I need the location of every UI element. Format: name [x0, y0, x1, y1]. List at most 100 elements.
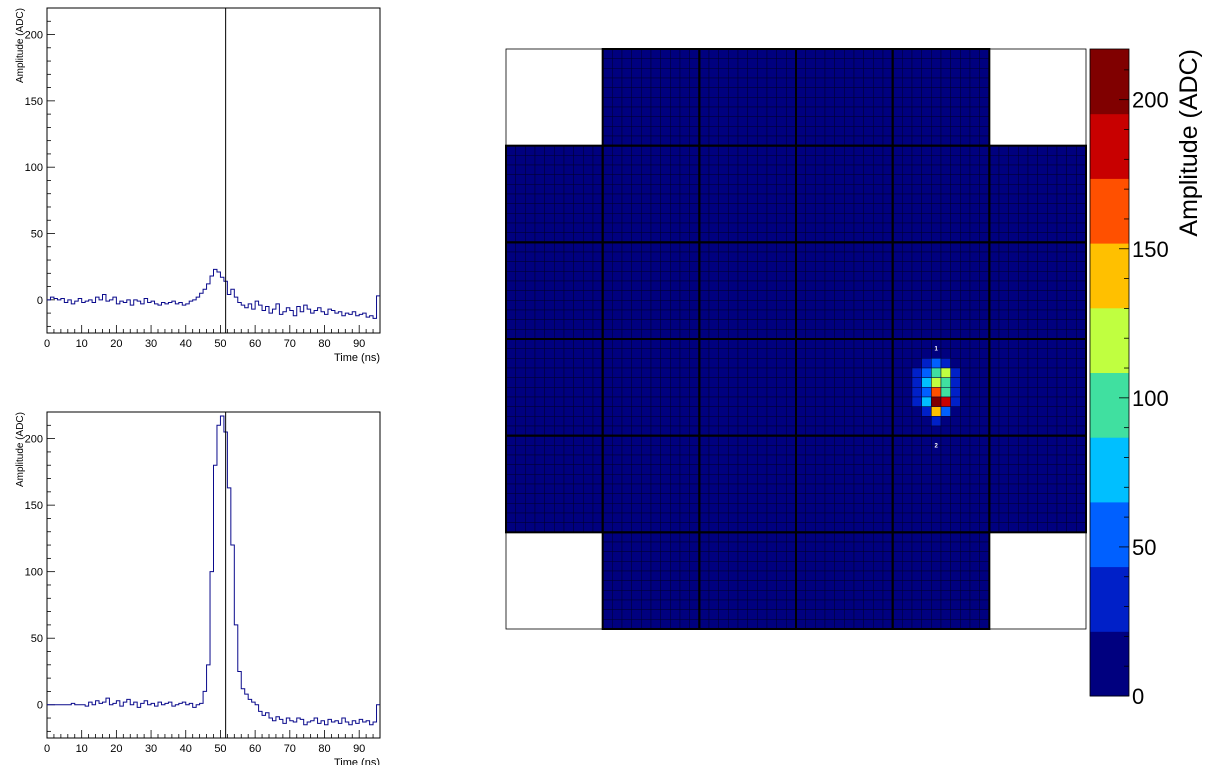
heatmap-cell: [737, 319, 748, 330]
heatmap-cell: [853, 174, 864, 185]
heatmap-cell: [699, 68, 710, 79]
heatmap-cell: [747, 251, 758, 262]
heatmap-cell: [969, 406, 980, 417]
heatmap-cell: [998, 367, 1009, 378]
heatmap-cell: [505, 203, 516, 214]
colorbar-tick-label: 100: [1132, 386, 1169, 411]
heatmap-cell: [573, 396, 584, 407]
heatmap-cell: [911, 570, 922, 581]
heatmap-cell: [902, 116, 913, 127]
heatmap-cell: [1076, 425, 1087, 436]
heatmap-cell: [853, 97, 864, 108]
heatmap-cell: [776, 338, 787, 349]
heatmap-cell: [873, 126, 884, 137]
heatmap-cell: [757, 174, 768, 185]
heatmap-cell: [969, 261, 980, 272]
heatmap-cell: [583, 203, 594, 214]
heatmap-cell: [960, 232, 971, 243]
heatmap-cell: [1018, 338, 1029, 349]
heatmap-cell: [1056, 309, 1067, 320]
heatmap-cell: [525, 145, 536, 156]
heatmap-cell: [815, 532, 826, 543]
heatmap-cell: [969, 106, 980, 117]
heatmap-cell: [602, 387, 613, 398]
heatmap-cell: [998, 454, 1009, 465]
heatmap-cell: [699, 116, 710, 127]
heatmap-cell: [766, 522, 777, 533]
heatmap-cell: [911, 387, 922, 398]
heatmap-cell: [699, 309, 710, 320]
heatmap-cell: [805, 116, 816, 127]
heatmap-cell: [602, 213, 613, 224]
heatmap-cell: [882, 164, 893, 175]
heatmap-cell: [728, 116, 739, 127]
heatmap-cell: [824, 454, 835, 465]
heatmap-cell: [989, 367, 1000, 378]
heatmap-cell: [834, 445, 845, 456]
heatmap-cell: [969, 242, 980, 253]
heatmap-cell: [940, 300, 951, 311]
heatmap-cell: [902, 193, 913, 204]
heatmap-cell: [911, 135, 922, 146]
heatmap-cell: [950, 580, 961, 591]
heatmap-cell: [602, 222, 613, 233]
heatmap-cell: [892, 97, 903, 108]
heatmap-cell: [873, 416, 884, 427]
heatmap-cell: [873, 193, 884, 204]
heatmap-cell: [641, 213, 652, 224]
heatmap-cell: [863, 58, 874, 69]
heatmap-cell: [612, 319, 623, 330]
heatmap-cell: [979, 319, 990, 330]
heatmap-cell: [844, 290, 855, 301]
heatmap-cell: [747, 290, 758, 301]
heatmap-cell: [718, 77, 729, 88]
heatmap-cell: [824, 213, 835, 224]
heatmap-cell: [892, 435, 903, 446]
heatmap-cell: [737, 387, 748, 398]
heatmap-cell: [863, 280, 874, 291]
heatmap-cell: [689, 309, 700, 320]
heatmap-cell: [505, 242, 516, 253]
heatmap-cell: [902, 300, 913, 311]
heatmap-cell: [554, 454, 565, 465]
heatmap-cell: [505, 164, 516, 175]
heatmap-cell: [892, 300, 903, 311]
heatmap-cell: [805, 271, 816, 282]
heatmap-cell: [950, 213, 961, 224]
heatmap-cell: [873, 145, 884, 156]
heatmap-cell: [641, 251, 652, 262]
heatmap-cell: [853, 290, 864, 301]
heatmap-cell: [805, 503, 816, 514]
heatmap-cell: [795, 464, 806, 475]
heatmap-cell: [1066, 319, 1077, 330]
heatmap-cell: [583, 193, 594, 204]
heatmap-cell: [592, 271, 603, 282]
heatmap-cell: [844, 454, 855, 465]
heatmap-cell: [573, 358, 584, 369]
heatmap-cell: [515, 483, 526, 494]
heatmap-cell: [592, 358, 603, 369]
heatmap-cell: [776, 319, 787, 330]
heatmap-cell: [641, 164, 652, 175]
heatmap-cell: [757, 348, 768, 359]
heatmap-cell: [1056, 251, 1067, 262]
heatmap-cell: [708, 97, 719, 108]
heatmap-cell: [718, 87, 729, 98]
heatmap-cell: [670, 512, 681, 523]
heatmap-cell: [602, 532, 613, 543]
heatmap-cell: [766, 251, 777, 262]
heatmap-cell: [892, 590, 903, 601]
heatmap-cell: [621, 445, 632, 456]
heatmap-cell: [1066, 309, 1077, 320]
heatmap-cell: [650, 174, 661, 185]
heatmap-cell: [815, 251, 826, 262]
heatmap-cell: [940, 425, 951, 436]
heatmap-cell: [737, 106, 748, 117]
heatmap-cell: [660, 358, 671, 369]
heatmap-cell: [708, 135, 719, 146]
heatmap-cell: [960, 222, 971, 233]
heatmap-cell: [737, 474, 748, 485]
heatmap-cell: [650, 454, 661, 465]
heatmap-cell: [728, 48, 739, 59]
heatmap-cell: [805, 145, 816, 156]
